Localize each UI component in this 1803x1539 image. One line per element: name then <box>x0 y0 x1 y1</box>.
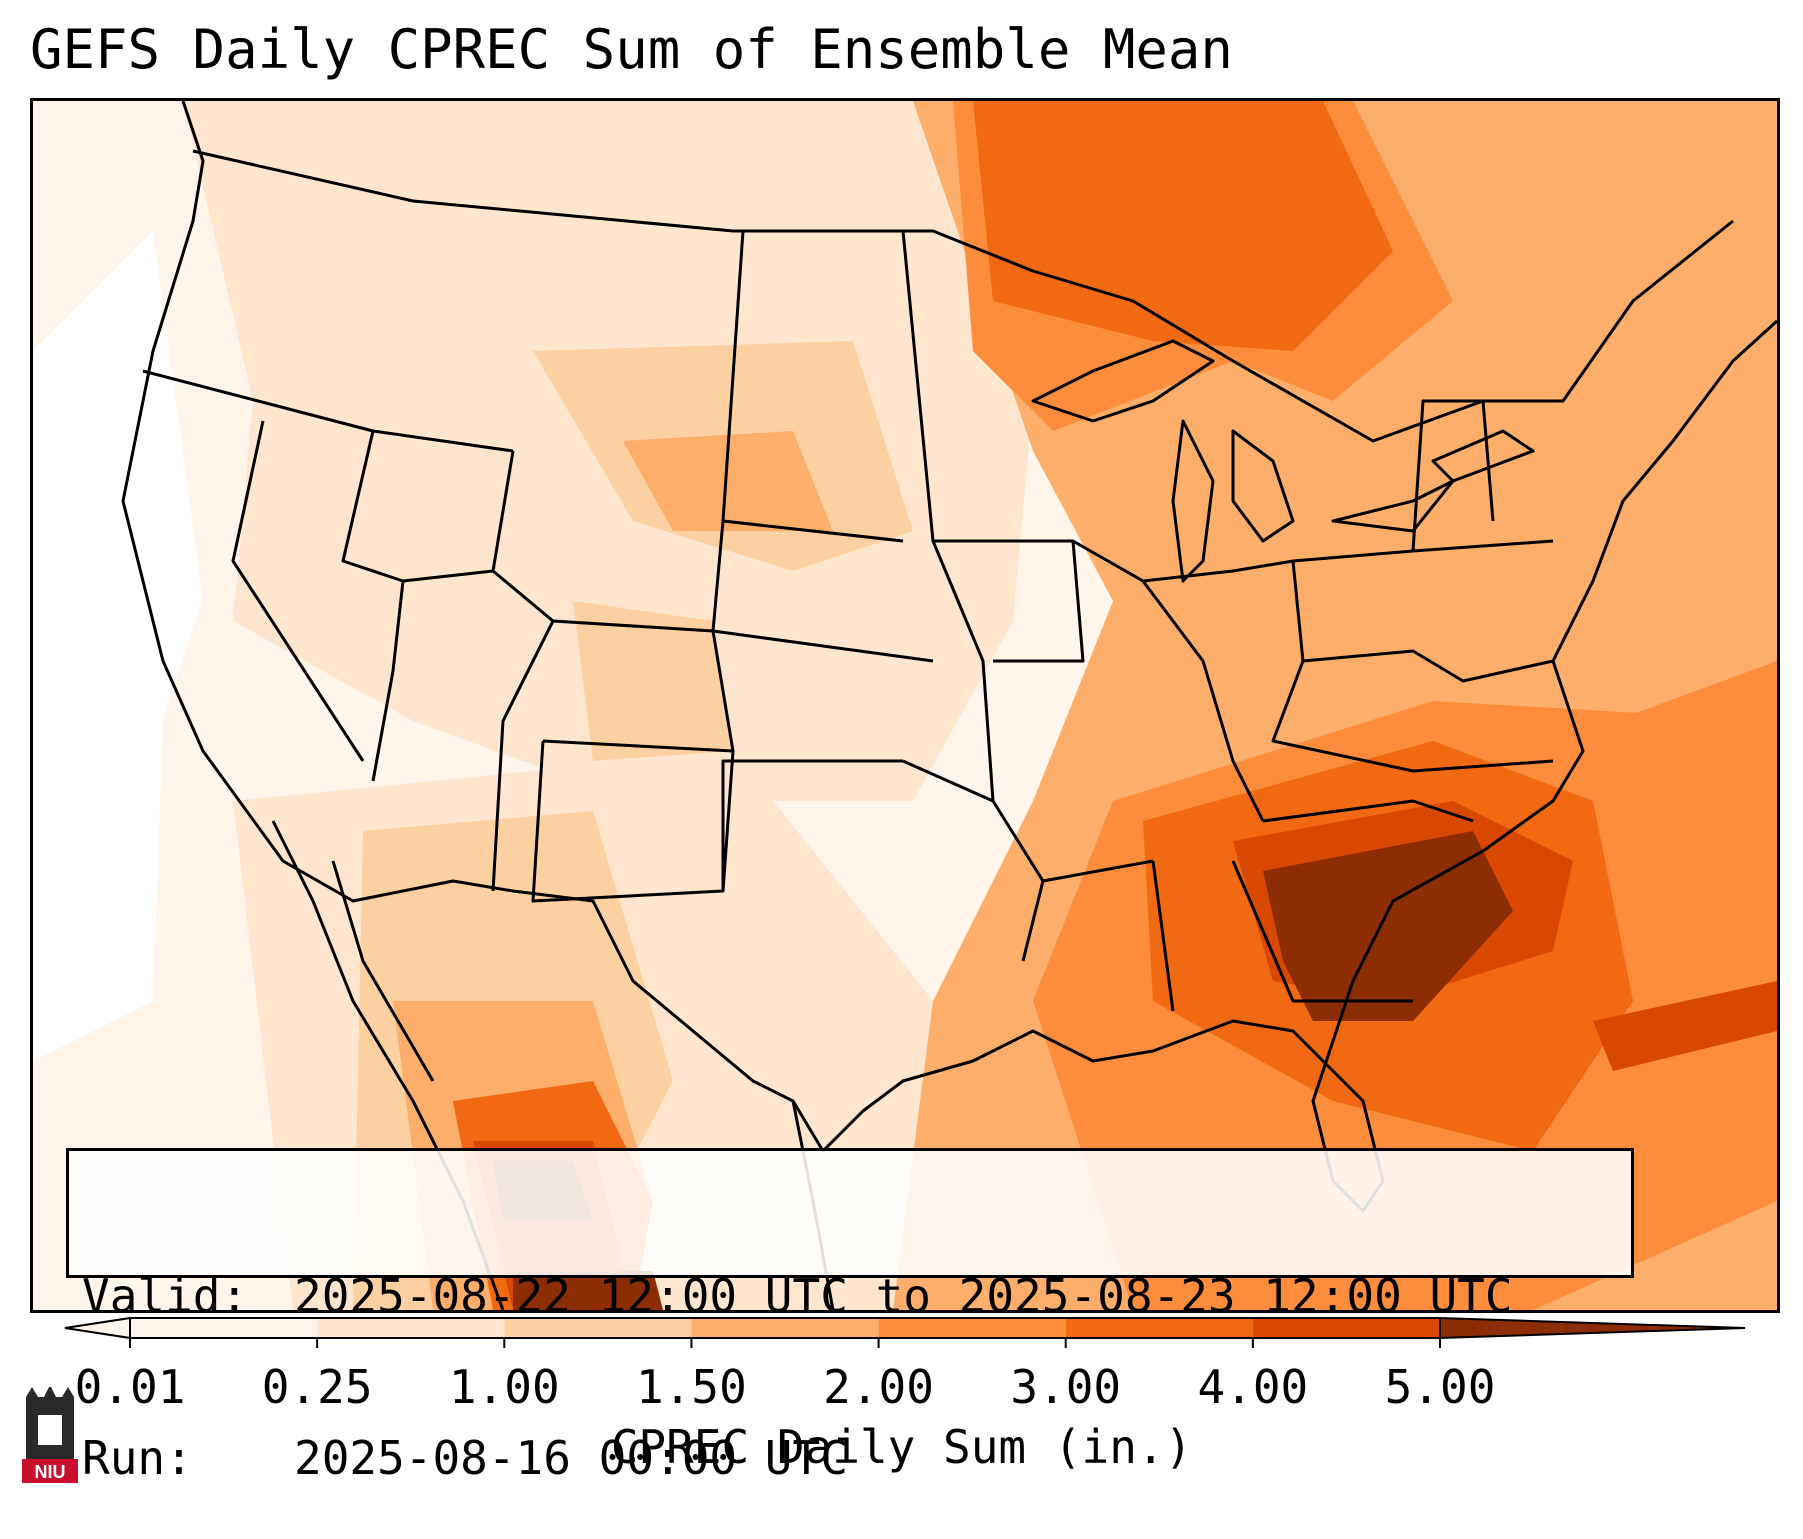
colorbar-segment <box>1065 1318 1253 1338</box>
colorbar-segment <box>504 1318 692 1338</box>
colorbar-tick-label: 2.00 <box>823 1360 934 1414</box>
logo-spires <box>26 1387 74 1397</box>
precipitation-map <box>30 98 1780 1313</box>
colorbar-segment <box>878 1318 1066 1338</box>
colorbar-tick-label: 0.25 <box>261 1360 373 1414</box>
colorbar-tick-label: 5.00 <box>1384 1360 1496 1414</box>
precip-level-7-south <box>513 1271 663 1310</box>
logo-window <box>38 1415 62 1445</box>
colorbar-segment <box>317 1318 505 1338</box>
precip-shading <box>33 101 1777 1310</box>
logo-banner <box>22 1459 78 1483</box>
run-label: Run: <box>82 1431 193 1485</box>
logo-text: NIU <box>35 1462 66 1482</box>
colorbar <box>64 1316 1746 1348</box>
colorbar-extend-low <box>64 1316 131 1340</box>
run-info-box: Valid: 2025-08-22 12:00 UTC to 2025-08-2… <box>66 1148 1634 1485</box>
colorbar-segment <box>1252 1318 1440 1338</box>
run-value: 2025-08-16 00:00 UTC <box>294 1431 848 1485</box>
precip-level-6-atlantic <box>1593 981 1777 1071</box>
valid-line: Valid: 2025-08-22 12:00 UTC to 2025-08-2… <box>82 1269 1631 1323</box>
chart-title: GEFS Daily CPREC Sum of Ensemble Mean <box>30 18 1233 81</box>
precip-level-5-great-lakes <box>973 101 1393 351</box>
map-canvas <box>33 101 1777 1310</box>
colorbar-label: CPREC Daily Sum (in.) <box>610 1420 1193 1474</box>
colorbar-tick-label: 1.50 <box>636 1360 747 1414</box>
colorbar-tick-label: 4.00 <box>1197 1360 1309 1414</box>
valid-value: 2025-08-22 12:00 UTC to 2025-08-23 12:00… <box>294 1269 1513 1323</box>
precip-level-2-rockies <box>573 601 733 761</box>
state-lines-central <box>711 230 1265 962</box>
colorbar-segment <box>691 1318 879 1338</box>
valid-label: Valid: <box>82 1269 249 1323</box>
run-line: Run: 2025-08-16 00:00 UTC <box>82 1431 1631 1485</box>
colorbar-tick-label: 1.00 <box>448 1360 560 1414</box>
precip-level-3-northern-plains <box>623 431 833 531</box>
country-outline <box>121 101 1777 1213</box>
colorbar-border <box>129 1317 1441 1339</box>
colorbar-tick-label: 0.01 <box>74 1360 186 1414</box>
precip-level-0-west <box>33 231 203 1061</box>
great-lakes <box>1031 339 1535 583</box>
state-lines-east <box>1142 399 1554 1012</box>
colorbar-tick-label: 3.00 <box>1010 1360 1122 1414</box>
colorbar-segment <box>130 1318 318 1338</box>
precip-level-7-core <box>1263 831 1513 1021</box>
canada-border <box>192 149 1734 443</box>
niu-logo: NIU <box>22 1387 78 1483</box>
colorbar-extend-high <box>1439 1316 1746 1340</box>
